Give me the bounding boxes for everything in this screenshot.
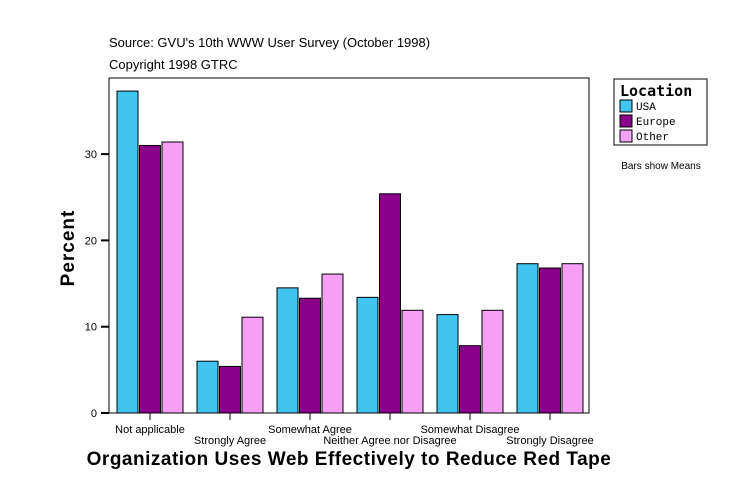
legend-swatch-europe — [619, 114, 633, 128]
bar-usa — [196, 360, 219, 414]
bar-europe — [219, 365, 241, 414]
bar-usa — [116, 90, 139, 414]
x-tick-label: Strongly Agree — [194, 435, 266, 447]
bar-usa — [356, 296, 379, 414]
bar-europe — [459, 345, 481, 414]
y-tick-label: 10 — [85, 322, 97, 334]
source-text: Source: GVU's 10th WWW User Survey (Octo… — [109, 35, 430, 50]
x-tick-label: Not applicable — [115, 424, 185, 436]
bar-usa — [276, 287, 299, 414]
x-tick-label: Neither Agree nor Disagree — [323, 435, 456, 447]
bar-europe — [379, 193, 401, 414]
bar-europe — [539, 267, 561, 414]
legend-swatch-other — [619, 129, 633, 143]
legend-title: Location — [620, 82, 692, 100]
y-tick-label: 30 — [85, 149, 97, 161]
legend-label: USA — [636, 102, 656, 114]
x-tick-label: Somewhat Disagree — [420, 424, 519, 436]
bar-other — [321, 273, 344, 414]
bar-europe — [299, 297, 321, 414]
legend-label: Other — [636, 132, 669, 144]
bar-europe — [139, 144, 161, 414]
bar-other — [481, 309, 504, 414]
bar-usa — [516, 263, 539, 414]
bar-other — [161, 141, 184, 414]
y-tick-label: 0 — [91, 408, 97, 420]
x-tick-label: Somewhat Agree — [268, 424, 352, 436]
y-tick-label: 20 — [85, 235, 97, 247]
legend-label: Europe — [636, 117, 676, 129]
y-axis-label: Percent — [58, 210, 79, 287]
note-text: Bars show Means — [621, 161, 700, 172]
legend-swatch-usa — [619, 99, 633, 113]
x-tick-label: Strongly Disagree — [506, 435, 593, 447]
bar-other — [241, 316, 264, 414]
bar-usa — [436, 314, 459, 414]
x-axis-label: Organization Uses Web Effectively to Red… — [87, 449, 612, 470]
copyright-text: Copyright 1998 GTRC — [109, 57, 238, 72]
plot-frame — [108, 77, 590, 414]
bar-other — [401, 309, 424, 414]
bar-other — [561, 263, 584, 414]
